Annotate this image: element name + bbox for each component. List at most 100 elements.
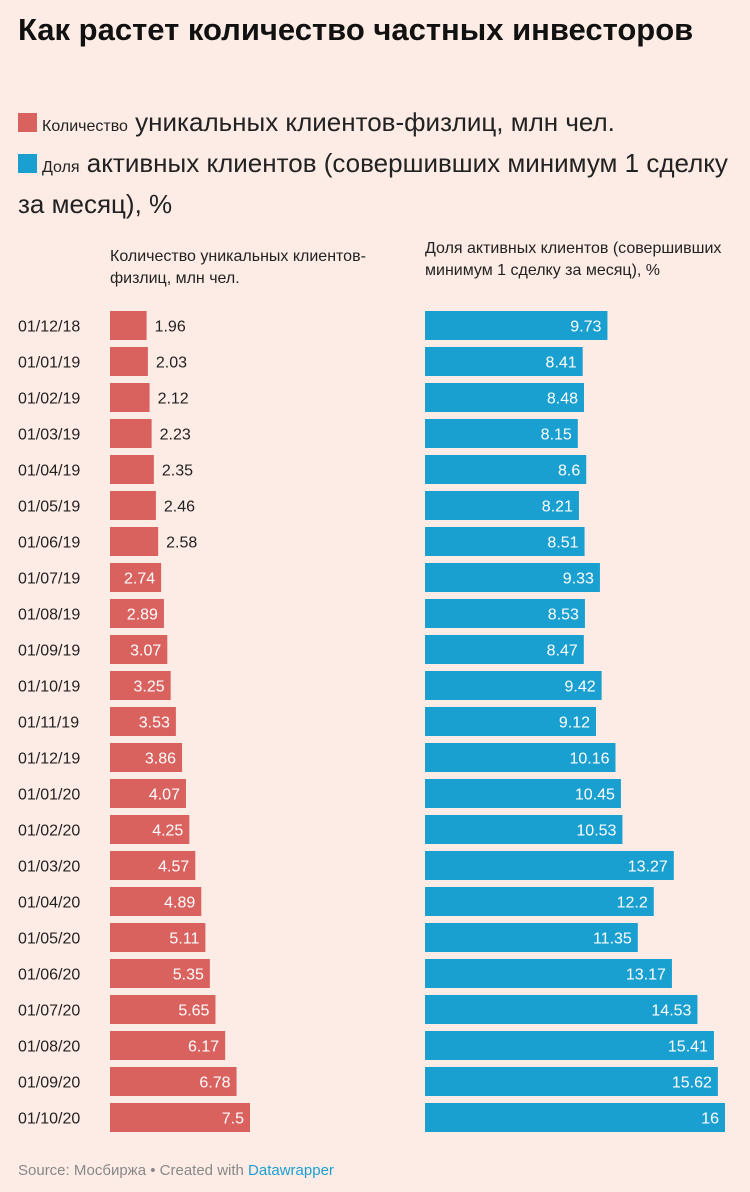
- bar: [110, 995, 216, 1024]
- data-label: 7.5: [222, 1111, 244, 1128]
- bar: [425, 671, 602, 700]
- bar: [425, 1031, 714, 1060]
- bar: [110, 671, 171, 700]
- category-label: 01/11/19: [18, 715, 79, 732]
- category-label: 01/06/19: [18, 535, 80, 552]
- category-label: 01/09/20: [18, 1075, 80, 1092]
- bar: [425, 743, 616, 772]
- data-label: 4.57: [158, 859, 189, 876]
- data-label: 9.12: [559, 715, 590, 732]
- data-label: 9.33: [563, 571, 594, 588]
- data-label: 13.17: [626, 967, 666, 984]
- data-label: 12.2: [617, 895, 648, 912]
- data-label: 2.58: [166, 535, 197, 552]
- category-label: 01/06/20: [18, 967, 80, 984]
- data-label: 4.07: [149, 787, 180, 804]
- data-label: 1.96: [155, 319, 186, 336]
- bar: [110, 383, 150, 412]
- bar: [110, 707, 176, 736]
- bar: [110, 419, 152, 448]
- bar: [425, 635, 584, 664]
- legend-item-share: Доля активных клиентов (совершивших мини…: [18, 145, 738, 223]
- bar: [425, 851, 674, 880]
- legend-small-label: Доля: [42, 159, 80, 176]
- bar: [425, 455, 587, 484]
- footer-separator: •: [146, 1162, 160, 1179]
- bar: [425, 563, 600, 592]
- bar: [425, 599, 585, 628]
- bar: [425, 311, 608, 340]
- data-label: 8.51: [547, 535, 578, 552]
- category-label: 01/05/19: [18, 499, 80, 516]
- data-label: 9.73: [570, 319, 601, 336]
- bar: [110, 815, 190, 844]
- data-label: 6.78: [199, 1075, 230, 1092]
- data-label: 15.62: [672, 1075, 712, 1092]
- bar: [425, 995, 698, 1024]
- category-label: 01/12/18: [18, 319, 80, 336]
- bar: [110, 491, 156, 520]
- legend-swatch-count: [18, 113, 37, 132]
- data-label: 4.89: [164, 895, 195, 912]
- bar: [110, 527, 159, 556]
- data-label: 8.15: [541, 427, 572, 444]
- bar: [425, 923, 638, 952]
- data-label: 9.42: [564, 679, 595, 696]
- data-label: 3.07: [130, 643, 161, 660]
- datawrapper-link[interactable]: Datawrapper: [248, 1162, 334, 1179]
- bar: [110, 347, 148, 376]
- category-label: 01/07/20: [18, 1003, 80, 1020]
- bar: [425, 1067, 718, 1096]
- data-label: 3.53: [139, 715, 170, 732]
- data-label: 8.47: [547, 643, 578, 660]
- column-header-count: Количество уникальных клиентов-физлиц, м…: [110, 248, 366, 287]
- category-label: 01/03/20: [18, 859, 80, 876]
- category-label: 01/03/19: [18, 427, 80, 444]
- data-label: 11.35: [593, 931, 632, 948]
- category-label: 01/08/19: [18, 607, 80, 624]
- category-label: 01/12/19: [18, 751, 80, 768]
- category-label: 01/07/19: [18, 571, 80, 588]
- data-label: 8.41: [546, 355, 577, 372]
- bar: [110, 311, 147, 340]
- bar: [425, 491, 579, 520]
- bar: [425, 779, 621, 808]
- bar: [110, 563, 162, 592]
- bar: [110, 455, 154, 484]
- data-label: 14.53: [651, 1003, 691, 1020]
- data-label: 16: [701, 1111, 719, 1128]
- source-label: Source: Мосбиржа: [18, 1162, 147, 1179]
- category-label: 01/02/19: [18, 391, 80, 408]
- data-label: 2.03: [156, 355, 187, 372]
- data-label: 2.12: [158, 391, 189, 408]
- category-label: 01/04/20: [18, 895, 80, 912]
- bar: [110, 599, 164, 628]
- bar: [425, 527, 585, 556]
- category-label: 01/02/20: [18, 823, 80, 840]
- data-label: 10.45: [575, 787, 615, 804]
- data-label: 8.48: [547, 391, 578, 408]
- category-label: 01/09/19: [18, 643, 80, 660]
- legend-small-label: Количество: [42, 118, 128, 135]
- category-label: 01/08/20: [18, 1039, 80, 1056]
- data-label: 2.35: [162, 463, 193, 480]
- bar: [425, 1103, 725, 1132]
- bar: [110, 779, 186, 808]
- bar: [110, 635, 168, 664]
- data-label: 15.41: [668, 1039, 708, 1056]
- data-label: 3.86: [145, 751, 176, 768]
- bar: [425, 959, 672, 988]
- bar: [425, 347, 583, 376]
- data-label: 13.27: [628, 859, 668, 876]
- bar: [425, 707, 596, 736]
- data-label: 5.65: [178, 1003, 209, 1020]
- bar: [110, 959, 210, 988]
- bar: [110, 887, 202, 916]
- bar: [425, 815, 623, 844]
- data-label: 10.16: [569, 751, 609, 768]
- data-label: 5.35: [173, 967, 204, 984]
- category-label: 01/01/20: [18, 787, 80, 804]
- legend-large-label: активных клиентов (совершивших минимум 1…: [18, 148, 728, 219]
- bar: [110, 743, 183, 772]
